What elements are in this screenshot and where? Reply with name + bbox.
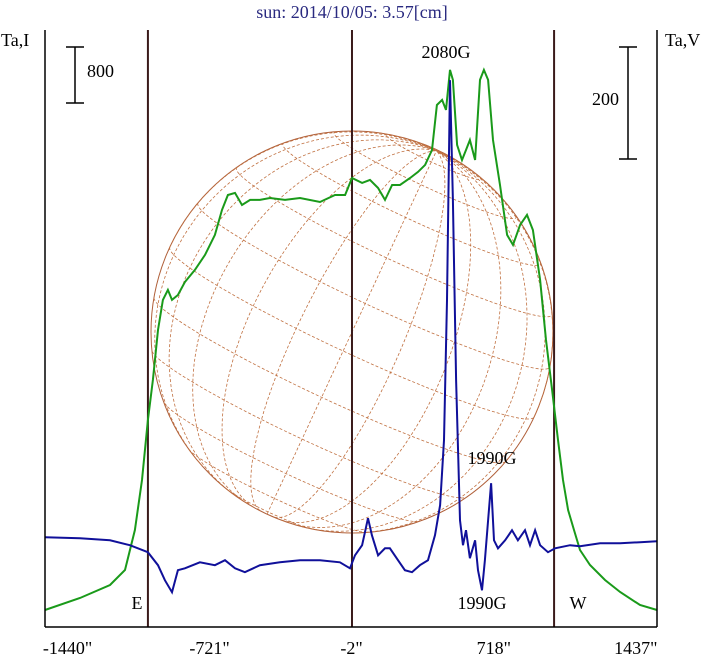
grid-curve	[168, 139, 437, 497]
grid-curve	[266, 150, 437, 515]
grid-curve	[235, 166, 553, 318]
sun-disk	[150, 130, 554, 534]
y2-axis-label: Ta,V	[665, 30, 700, 50]
grid-curve	[250, 150, 437, 511]
grid-curve	[436, 150, 442, 153]
x-tick-label: -2"	[340, 638, 362, 658]
grid-curve	[436, 150, 451, 158]
grid-curve	[368, 131, 437, 152]
grid-curve	[274, 150, 446, 519]
data-line	[44, 80, 658, 595]
y-axis-label: Ta,I	[1, 30, 29, 50]
grid-curve	[154, 134, 437, 467]
x-tick-label: 718"	[477, 638, 511, 658]
scale-bar-label: 800	[87, 61, 114, 81]
grid-curve	[153, 297, 506, 464]
grid-curve	[163, 402, 419, 523]
grid-curve	[333, 131, 517, 219]
x-tick-label: -721"	[189, 638, 229, 658]
x-tick-label: -1440"	[43, 638, 92, 658]
x-tick-label: 1437"	[614, 638, 657, 658]
grid-curve	[151, 350, 466, 499]
annotation: 1990G	[458, 593, 507, 613]
scale-bar-label: 200	[592, 89, 619, 109]
grid-curve	[192, 144, 437, 504]
grid-curve	[281, 150, 472, 523]
chart-title: sun: 2014/10/05: 3.57[cm]	[256, 2, 448, 22]
grid-curve	[287, 150, 502, 528]
annotation: 1990G	[468, 448, 517, 468]
grid-curve	[301, 150, 528, 532]
annotation: 2080G	[422, 42, 471, 62]
grid-curve	[169, 131, 437, 248]
grid-curve	[345, 150, 546, 534]
annotation: W	[570, 593, 587, 613]
data-line	[44, 67, 658, 611]
grid-curve	[436, 150, 496, 191]
grid-curve	[221, 148, 437, 508]
annotation: E	[132, 593, 143, 613]
